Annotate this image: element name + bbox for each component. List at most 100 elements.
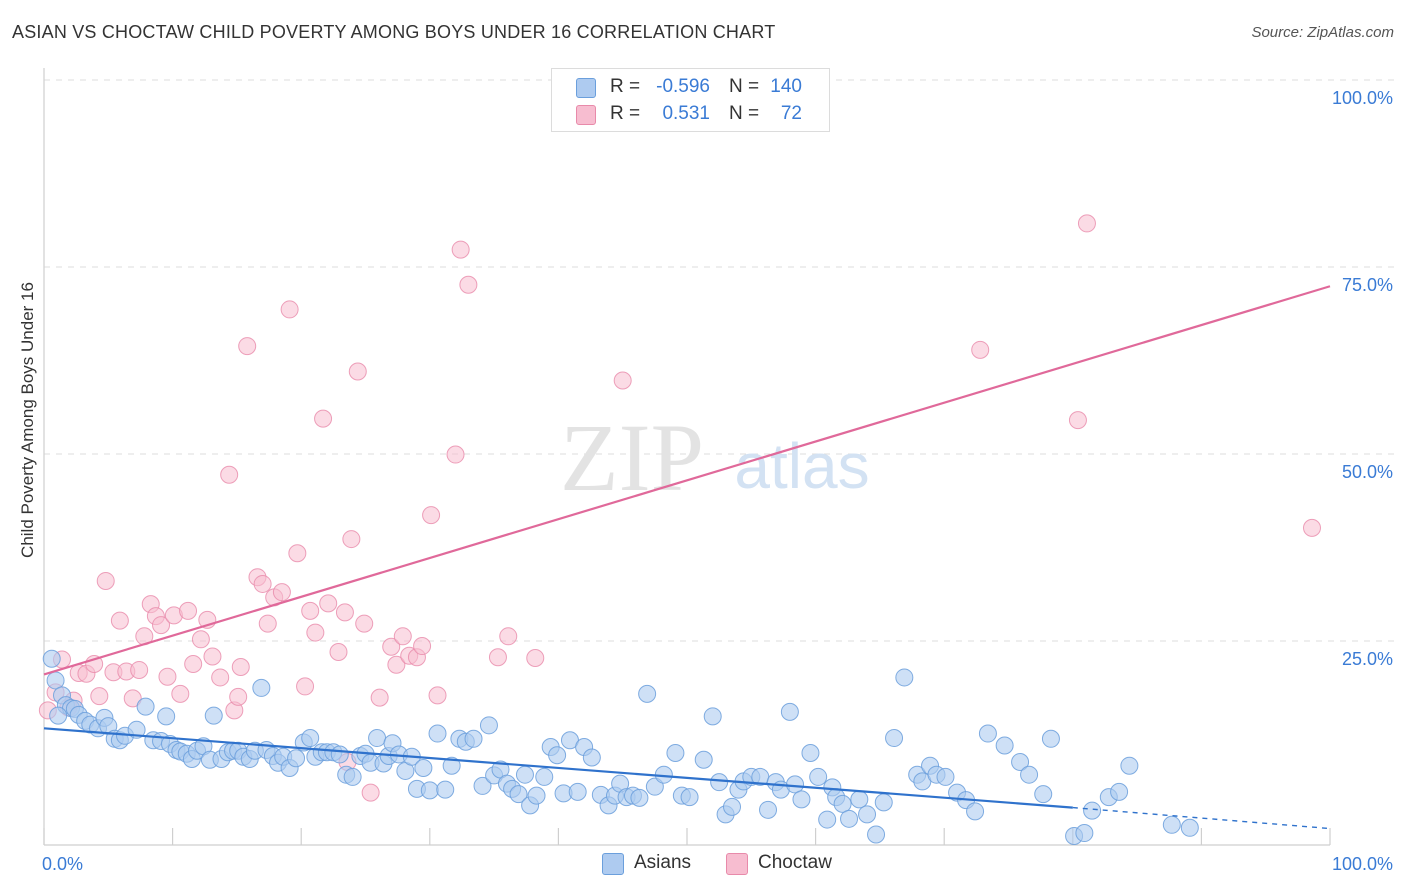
choctaw-point — [393, 627, 412, 646]
n-value: 72 — [780, 103, 802, 124]
watermark-atlas: atlas — [734, 430, 869, 502]
asians-point — [252, 678, 271, 697]
choctaw-point — [301, 601, 320, 620]
asians-point — [343, 767, 362, 786]
choctaw-point — [96, 571, 115, 590]
asians-point — [723, 797, 742, 816]
choctaw-point — [335, 603, 354, 622]
asians-point — [1110, 782, 1129, 801]
choctaw-point — [253, 574, 272, 593]
asians-point — [582, 748, 601, 767]
y-axis-label-box: Child Poverty Among Boys Under 16 — [4, 140, 52, 700]
legend-row-choctaw: R = 0.531 N = 72 — [552, 100, 829, 128]
asians-point — [978, 724, 997, 743]
asians-point — [780, 702, 799, 721]
choctaw-point — [191, 630, 210, 649]
asians-point — [527, 786, 546, 805]
asians-point — [645, 777, 664, 796]
choctaw-point — [342, 530, 361, 549]
asians-point — [442, 756, 461, 775]
choctaw-point — [229, 687, 248, 706]
asians-point — [287, 749, 306, 768]
asians-point — [818, 810, 837, 829]
asians-point — [49, 706, 68, 725]
choctaw-point — [238, 337, 257, 356]
asians-point — [509, 785, 528, 804]
choctaw-point — [280, 300, 299, 319]
choctaw-point — [1302, 518, 1321, 537]
n-label: N = — [729, 76, 760, 97]
asians-point — [840, 809, 859, 828]
correlation-legend: R = -0.596 N = 140 R = 0.531 N = 72 — [551, 68, 830, 132]
r-label: R = — [610, 103, 641, 124]
asians-legend-swatch — [602, 853, 624, 875]
choctaw-point — [306, 623, 325, 642]
asians-point — [568, 782, 587, 801]
n-label: N = — [729, 103, 760, 124]
chart-title: ASIAN VS CHOCTAW CHILD POVERTY AMONG BOY… — [12, 22, 776, 42]
asians-point — [515, 765, 534, 784]
asians-trend-line — [43, 727, 1073, 809]
asians-point — [895, 668, 914, 687]
choctaw-point — [459, 275, 478, 294]
asians-point — [694, 750, 713, 769]
asians-swatch — [576, 78, 596, 98]
asians-point — [936, 767, 955, 786]
asians-point — [995, 736, 1014, 755]
choctaw-points — [38, 214, 1321, 802]
y-tick-label: 100.0% — [1332, 88, 1393, 108]
asians-point — [630, 788, 649, 807]
asians-points — [42, 649, 1199, 846]
y-axis-label: Child Poverty Among Boys Under 16 — [18, 282, 37, 558]
asians-point — [850, 790, 869, 809]
choctaw-point — [428, 686, 447, 705]
choctaw-point — [370, 688, 389, 707]
asians-point — [885, 729, 904, 748]
asians-point — [792, 790, 811, 809]
choctaw-point — [1068, 411, 1087, 430]
choctaw-point — [361, 783, 380, 802]
choctaw-point — [184, 654, 203, 673]
choctaw-point — [526, 649, 545, 667]
choctaw-point — [123, 689, 142, 708]
asians-point — [703, 707, 722, 726]
choctaw-legend-label: Choctaw — [758, 852, 832, 873]
asians-point — [966, 802, 985, 821]
choctaw-point — [499, 627, 518, 646]
asians-point — [473, 776, 492, 795]
asians-point — [809, 767, 828, 786]
asians-point — [666, 743, 685, 762]
trend-lines — [43, 285, 1331, 830]
choctaw-point — [314, 409, 333, 428]
choctaw-point — [220, 465, 239, 484]
asians-point — [464, 729, 483, 748]
choctaw-point — [971, 340, 990, 359]
gridlines — [44, 79, 1395, 642]
choctaw-point — [355, 614, 374, 633]
choctaw-point — [319, 594, 338, 613]
r-label: R = — [610, 76, 641, 97]
asians-point — [833, 794, 852, 813]
asians-point — [1034, 785, 1053, 804]
asians-point — [710, 773, 729, 792]
asians-point — [786, 775, 805, 794]
asians-point — [548, 746, 567, 765]
asians-point — [867, 825, 886, 844]
asians-point — [420, 781, 439, 800]
asians-point — [436, 780, 455, 799]
choctaw-point — [422, 506, 441, 525]
asians-point — [535, 767, 554, 786]
choctaw-point — [613, 371, 632, 390]
asians-trend-extension — [1072, 806, 1331, 830]
choctaw-point — [382, 637, 401, 656]
x-tick-label: 100.0% — [1332, 854, 1393, 874]
watermark-zip: ZIP — [560, 404, 704, 511]
choctaw-point — [451, 240, 470, 259]
choctaw-point — [231, 657, 250, 676]
y-tick-label: 50.0% — [1342, 462, 1393, 482]
source-label: Source: ZipAtlas.com — [1251, 24, 1394, 41]
choctaw-point — [152, 616, 171, 635]
choctaw-point — [171, 684, 190, 703]
asians-point — [858, 805, 877, 824]
